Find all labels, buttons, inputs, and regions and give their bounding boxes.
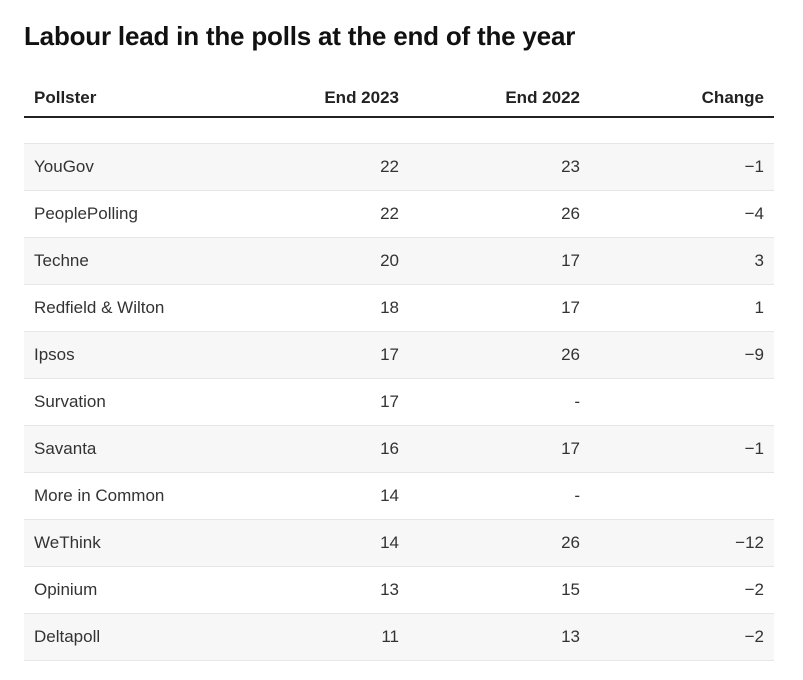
header-spacer-row [24, 117, 774, 144]
cell-pollster: WeThink [24, 519, 274, 567]
cell-pollster: YouGov [24, 143, 274, 191]
cell-end-2023: 11 [274, 613, 409, 661]
cell-change: −9 [590, 331, 774, 379]
chart-title: Labour lead in the polls at the end of t… [24, 21, 576, 51]
header-spacer [24, 117, 774, 144]
header-end-2023: End 2023 [274, 80, 409, 118]
cell-change: 3 [590, 237, 774, 285]
cell-change: −2 [590, 566, 774, 614]
cell-change: −1 [590, 425, 774, 473]
cell-change [590, 378, 774, 426]
cell-change: −1 [590, 143, 774, 191]
header-pollster: Pollster [24, 80, 274, 118]
cell-pollster: More in Common [24, 472, 274, 520]
cell-end-2022: 13 [409, 613, 590, 661]
cell-end-2023: 14 [274, 519, 409, 567]
polls-table: Pollster End 2023 End 2022 Change YouGov… [24, 80, 774, 661]
cell-pollster: Survation [24, 378, 274, 426]
cell-end-2023: 20 [274, 237, 409, 285]
cell-end-2022: - [409, 378, 590, 426]
cell-change: −12 [590, 519, 774, 567]
cell-end-2022: 17 [409, 425, 590, 473]
cell-end-2022: 26 [409, 331, 590, 379]
cell-end-2023: 17 [274, 378, 409, 426]
cell-end-2023: 22 [274, 143, 409, 191]
cell-pollster: Redfield & Wilton [24, 284, 274, 332]
table-row: Survation 17- [24, 378, 774, 426]
table-row: More in Common 14- [24, 472, 774, 520]
table-row: Redfield & Wilton 18 17 1 [24, 284, 774, 332]
cell-pollster: PeoplePolling [24, 190, 274, 238]
cell-change: 1 [590, 284, 774, 332]
table-body: YouGov 22 23 −1 PeoplePolling 22 26 −4 Techne 20 1… [24, 117, 774, 661]
table-row: Opinium 13 15 −2 [24, 566, 774, 614]
cell-end-2022: 23 [409, 143, 590, 191]
cell-end-2022: 17 [409, 284, 590, 332]
table-row: PeoplePolling 22 26 −4 [24, 190, 774, 238]
table-row: Savanta 16 17 −1 [24, 425, 774, 473]
cell-end-2023: 13 [274, 566, 409, 614]
cell-end-2022: 15 [409, 566, 590, 614]
table-row: WeThink 14 26 −12 [24, 519, 774, 567]
cell-end-2022: 17 [409, 237, 590, 285]
cell-end-2023: 17 [274, 331, 409, 379]
cell-change: −2 [590, 613, 774, 661]
cell-pollster: Savanta [24, 425, 274, 473]
cell-change: −4 [590, 190, 774, 238]
cell-end-2023: 18 [274, 284, 409, 332]
table-row: YouGov 22 23 −1 [24, 143, 774, 191]
cell-end-2022: - [409, 472, 590, 520]
header-row: Pollster End 2023 End 2022 Change [24, 80, 774, 118]
table-row: Deltapoll 11 13 −2 [24, 613, 774, 661]
cell-pollster: Ipsos [24, 331, 274, 379]
header-change: Change [590, 80, 774, 118]
cell-end-2023: 14 [274, 472, 409, 520]
cell-pollster: Techne [24, 237, 274, 285]
table-row: Techne 20 17 3 [24, 237, 774, 285]
table-header: Pollster End 2023 End 2022 Change [24, 80, 774, 118]
cell-pollster: Opinium [24, 566, 274, 614]
cell-pollster: Deltapoll [24, 613, 274, 661]
cell-change [590, 472, 774, 520]
cell-end-2022: 26 [409, 519, 590, 567]
header-end-2022: End 2022 [409, 80, 590, 118]
cell-end-2023: 22 [274, 190, 409, 238]
cell-end-2022: 26 [409, 190, 590, 238]
table-row: Ipsos 17 26 −9 [24, 331, 774, 379]
table-container: Labour lead in the polls at the end of t… [24, 0, 774, 661]
cell-end-2023: 16 [274, 425, 409, 473]
